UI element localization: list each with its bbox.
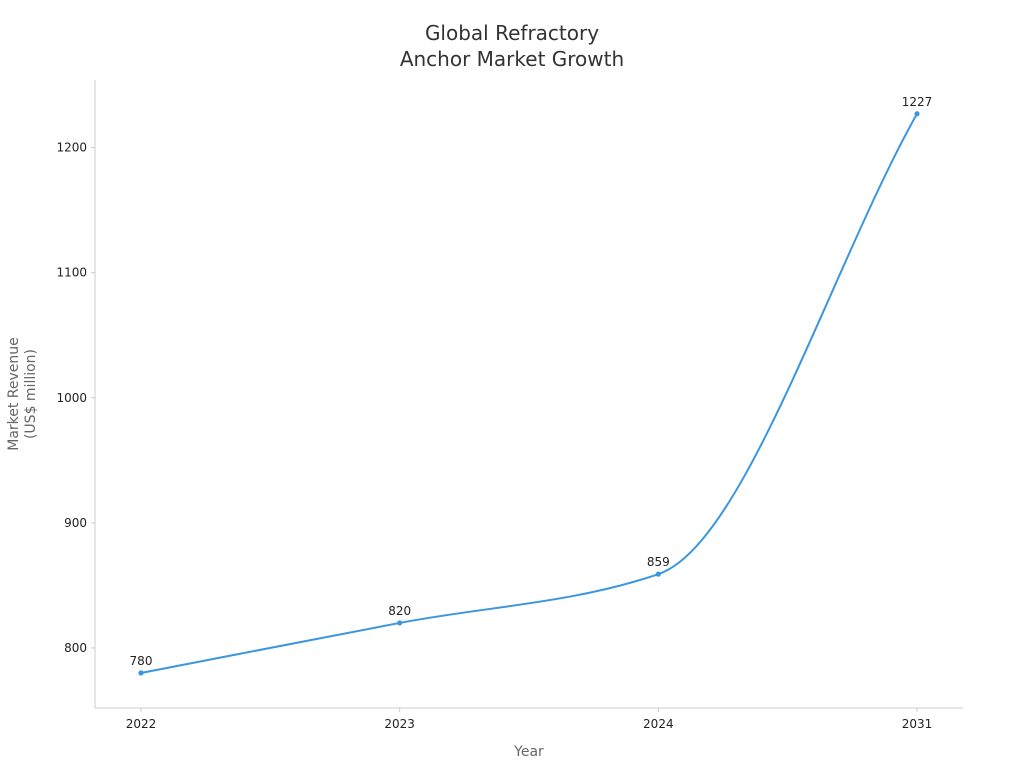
series-line: [140, 112, 918, 674]
axes: [94, 80, 963, 709]
x-tick-label: 2024: [643, 717, 674, 731]
x-tick-label: 2023: [384, 717, 415, 731]
x-axis-ticks: 2022 2023 2024 2031: [126, 708, 933, 731]
y-axis-label: Market Revenue (US$ million): [6, 337, 39, 451]
data-point: [397, 620, 403, 626]
data-point: [138, 670, 144, 676]
x-tick-label: 2022: [126, 717, 157, 731]
y-tick-label: 800: [64, 641, 87, 655]
data-label: 780: [130, 654, 153, 668]
y-tick-label: 1200: [56, 141, 87, 155]
x-axis-label: Year: [513, 744, 544, 760]
data-point: [655, 571, 661, 577]
y-tick-label: 900: [64, 516, 87, 530]
y-axis-label-line-2: (US$ million): [23, 349, 39, 439]
data-label: 820: [388, 604, 411, 618]
y-axis-label-line-1: Market Revenue: [6, 337, 22, 451]
series-group: 780 820 859 1227: [130, 95, 933, 676]
data-label: 859: [647, 555, 670, 569]
chart-title-line-2: Anchor Market Growth: [400, 47, 624, 71]
data-point: [914, 111, 920, 117]
data-label: 1227: [902, 95, 933, 109]
chart-title: Global Refractory Anchor Market Growth: [400, 21, 624, 71]
x-tick-label: 2031: [902, 717, 933, 731]
y-axis-ticks: 800 900 1000 1100 1200: [56, 141, 95, 655]
y-tick-label: 1000: [56, 391, 87, 405]
y-tick-label: 1100: [56, 266, 87, 280]
chart-title-line-1: Global Refractory: [425, 21, 599, 45]
